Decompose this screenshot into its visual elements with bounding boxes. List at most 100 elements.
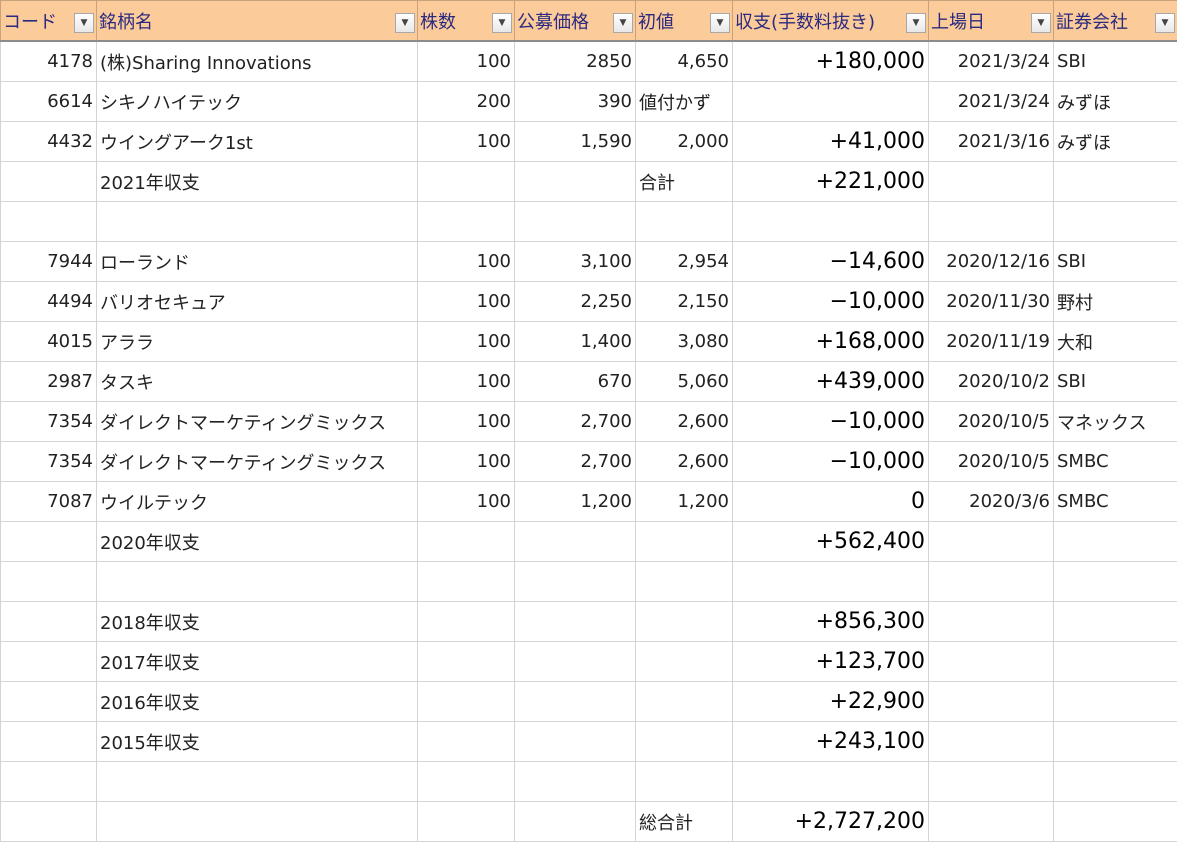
cell[interactable] [929,762,1054,802]
cell[interactable]: みずほ [1054,122,1177,162]
cell[interactable] [515,722,636,762]
column-header[interactable]: 上場日▼ [929,1,1054,42]
cell[interactable]: 2020/10/5 [929,402,1054,442]
cell[interactable]: 2020/12/16 [929,242,1054,282]
cell[interactable]: 4015 [1,322,97,362]
cell[interactable]: 390 [515,82,636,122]
cell[interactable]: ローランド [97,242,418,282]
cell[interactable]: −10,000 [733,282,929,322]
cell[interactable]: 2020年収支 [97,522,418,562]
cell[interactable]: SBI [1054,362,1177,402]
cell[interactable]: 1,590 [515,122,636,162]
cell[interactable]: 2021/3/24 [929,82,1054,122]
cell[interactable]: 1,400 [515,322,636,362]
cell[interactable]: SBI [1054,41,1177,82]
cell[interactable] [515,682,636,722]
cell[interactable]: 2020/10/5 [929,442,1054,482]
cell[interactable] [97,802,418,842]
cell[interactable] [636,762,733,802]
dropdown-icon[interactable]: ▼ [74,13,94,33]
cell[interactable]: 2,600 [636,402,733,442]
cell[interactable]: −10,000 [733,442,929,482]
cell[interactable] [1,722,97,762]
cell[interactable] [929,722,1054,762]
cell[interactable]: ダイレクトマーケティングミックス [97,402,418,442]
cell[interactable] [733,762,929,802]
cell[interactable] [418,562,515,602]
cell[interactable] [1054,682,1177,722]
cell[interactable] [1,762,97,802]
cell[interactable]: 2020/3/6 [929,482,1054,522]
dropdown-icon[interactable]: ▼ [613,13,633,33]
cell[interactable]: +168,000 [733,322,929,362]
column-header[interactable]: 株数▼ [418,1,515,42]
cell[interactable]: 2015年収支 [97,722,418,762]
cell[interactable] [515,602,636,642]
cell[interactable] [1054,802,1177,842]
column-header[interactable]: 収支(手数料抜き)▼ [733,1,929,42]
cell[interactable]: +562,400 [733,522,929,562]
cell[interactable]: 100 [418,322,515,362]
filter-icon[interactable]: ▼ [1031,13,1051,33]
cell[interactable]: マネックス [1054,402,1177,442]
cell[interactable]: 7354 [1,402,97,442]
cell[interactable] [1054,522,1177,562]
cell[interactable]: 100 [418,282,515,322]
cell[interactable] [929,802,1054,842]
cell[interactable]: 3,100 [515,242,636,282]
cell[interactable]: 100 [418,482,515,522]
dropdown-icon[interactable]: ▼ [906,13,926,33]
cell[interactable]: SMBC [1054,482,1177,522]
cell[interactable] [1054,602,1177,642]
cell[interactable] [1054,202,1177,242]
cell[interactable]: 2020/11/30 [929,282,1054,322]
cell[interactable]: 合計 [636,162,733,202]
cell[interactable]: バリオセキュア [97,282,418,322]
dropdown-icon[interactable]: ▼ [1155,13,1175,33]
cell[interactable]: 100 [418,402,515,442]
cell[interactable]: (株)Sharing Innovations [97,41,418,82]
cell[interactable]: +243,100 [733,722,929,762]
cell[interactable]: 総合計 [636,802,733,842]
cell[interactable]: +2,727,200 [733,802,929,842]
cell[interactable]: ダイレクトマーケティングミックス [97,442,418,482]
cell[interactable] [418,602,515,642]
cell[interactable] [418,522,515,562]
cell[interactable]: 0 [733,482,929,522]
column-header[interactable]: 銘柄名▼ [97,1,418,42]
cell[interactable]: +180,000 [733,41,929,82]
cell[interactable]: 7087 [1,482,97,522]
column-header[interactable]: コード▼ [1,1,97,42]
cell[interactable] [515,642,636,682]
cell[interactable] [1054,762,1177,802]
cell[interactable]: 100 [418,242,515,282]
cell[interactable] [929,202,1054,242]
column-header[interactable]: 公募価格▼ [515,1,636,42]
cell[interactable] [1,162,97,202]
cell[interactable]: 2016年収支 [97,682,418,722]
cell[interactable] [929,162,1054,202]
cell[interactable] [929,682,1054,722]
cell[interactable] [1,682,97,722]
cell[interactable] [636,682,733,722]
cell[interactable]: シキノハイテック [97,82,418,122]
cell[interactable] [1054,562,1177,602]
cell[interactable]: 2018年収支 [97,602,418,642]
cell[interactable] [929,602,1054,642]
cell[interactable] [418,722,515,762]
cell[interactable] [1,202,97,242]
cell[interactable]: ウイングアーク1st [97,122,418,162]
cell[interactable]: タスキ [97,362,418,402]
cell[interactable]: +856,300 [733,602,929,642]
cell[interactable] [418,162,515,202]
cell[interactable]: +41,000 [733,122,929,162]
cell[interactable]: 4178 [1,41,97,82]
cell[interactable] [929,642,1054,682]
cell[interactable]: 2017年収支 [97,642,418,682]
cell[interactable] [733,562,929,602]
cell[interactable]: 100 [418,122,515,162]
cell[interactable]: −10,000 [733,402,929,442]
cell[interactable] [515,802,636,842]
dropdown-icon[interactable]: ▼ [492,13,512,33]
cell[interactable] [418,202,515,242]
